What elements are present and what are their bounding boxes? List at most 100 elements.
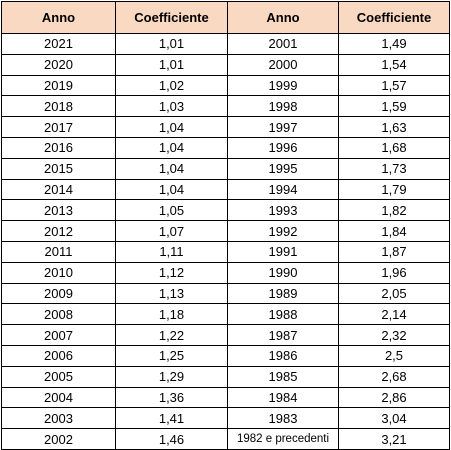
cell-year-left[interactable]: 2021 xyxy=(1,33,116,55)
cell-year-right[interactable]: 1985 xyxy=(227,365,339,388)
table-row: 2019 1,02 1999 1,57 xyxy=(1,74,450,97)
table-header: Anno Coefficiente Anno Coefficiente xyxy=(1,1,450,34)
cell-year-right[interactable]: 1990 xyxy=(227,261,339,284)
cell-coefficient-left[interactable]: 1,02 xyxy=(115,74,228,97)
cell-coefficient-left[interactable]: 1,13 xyxy=(115,282,228,305)
cell-coefficient-right[interactable]: 2,5 xyxy=(338,344,450,367)
table-row: 2012 1,07 1992 1,84 xyxy=(1,220,450,242)
cell-year-left[interactable]: 2009 xyxy=(1,282,116,305)
cell-year-right[interactable]: 1987 xyxy=(227,324,339,346)
cell-coefficient-right[interactable]: 1,84 xyxy=(338,220,450,242)
cell-year-left[interactable]: 2005 xyxy=(1,365,116,388)
cell-coefficient-left[interactable]: 1,04 xyxy=(115,136,228,159)
cell-coefficient-right[interactable]: 3,04 xyxy=(338,407,450,430)
cell-year-right[interactable]: 1982 e precedenti xyxy=(227,428,339,450)
cell-coefficient-right[interactable]: 3,21 xyxy=(338,428,450,450)
cell-coefficient-right[interactable]: 2,32 xyxy=(338,324,450,346)
table-row: 2009 1,13 1989 2,05 xyxy=(1,282,450,305)
cell-coefficient-right[interactable]: 2,86 xyxy=(338,386,450,409)
cell-coefficient-left[interactable]: 1,29 xyxy=(115,365,228,388)
cell-year-left[interactable]: 2015 xyxy=(1,157,116,180)
header-row: Anno Coefficiente Anno Coefficiente xyxy=(1,1,450,34)
cell-year-left[interactable]: 2011 xyxy=(1,240,116,263)
cell-coefficient-right[interactable]: 1,68 xyxy=(338,136,450,159)
cell-coefficient-left[interactable]: 1,18 xyxy=(115,303,228,326)
cell-year-left[interactable]: 2019 xyxy=(1,74,116,97)
cell-coefficient-right[interactable]: 1,63 xyxy=(338,116,450,138)
cell-year-right[interactable]: 1996 xyxy=(227,136,339,159)
cell-coefficient-left[interactable]: 1,05 xyxy=(115,199,228,222)
cell-year-right[interactable]: 1997 xyxy=(227,116,339,138)
table-row: 2004 1,36 1984 2,86 xyxy=(1,386,450,409)
cell-coefficient-left[interactable]: 1,01 xyxy=(115,53,228,76)
cell-year-left[interactable]: 2018 xyxy=(1,95,116,118)
cell-coefficient-left[interactable]: 1,01 xyxy=(115,33,228,55)
cell-coefficient-left[interactable]: 1,12 xyxy=(115,261,228,284)
cell-year-right[interactable]: 2001 xyxy=(227,33,339,55)
table-row: 2011 1,11 1991 1,87 xyxy=(1,240,450,263)
cell-coefficient-right[interactable]: 1,59 xyxy=(338,95,450,118)
cell-year-right[interactable]: 1988 xyxy=(227,303,339,326)
cell-coefficient-left[interactable]: 1,25 xyxy=(115,344,228,367)
cell-year-right[interactable]: 1992 xyxy=(227,220,339,242)
cell-year-left[interactable]: 2003 xyxy=(1,407,116,430)
header-year-left[interactable]: Anno xyxy=(1,1,116,34)
cell-year-right[interactable]: 1998 xyxy=(227,95,339,118)
table-row: 2007 1,22 1987 2,32 xyxy=(1,324,450,346)
cell-year-left[interactable]: 2004 xyxy=(1,386,116,409)
cell-year-right[interactable]: 1991 xyxy=(227,240,339,263)
cell-year-right[interactable]: 1994 xyxy=(227,178,339,201)
cell-coefficient-right[interactable]: 1,57 xyxy=(338,74,450,97)
cell-year-right[interactable]: 1999 xyxy=(227,74,339,97)
cell-coefficient-right[interactable]: 1,82 xyxy=(338,199,450,222)
cell-coefficient-left[interactable]: 1,46 xyxy=(115,428,228,450)
cell-coefficient-left[interactable]: 1,03 xyxy=(115,95,228,118)
cell-coefficient-right[interactable]: 2,05 xyxy=(338,282,450,305)
cell-coefficient-right[interactable]: 1,87 xyxy=(338,240,450,263)
cell-coefficient-right[interactable]: 1,49 xyxy=(338,33,450,55)
cell-coefficient-right[interactable]: 1,54 xyxy=(338,53,450,76)
header-year-right[interactable]: Anno xyxy=(227,1,339,34)
cell-year-left[interactable]: 2020 xyxy=(1,53,116,76)
cell-year-right[interactable]: 1993 xyxy=(227,199,339,222)
table-row: 2015 1,04 1995 1,73 xyxy=(1,157,450,180)
cell-coefficient-left[interactable]: 1,36 xyxy=(115,386,228,409)
cell-coefficient-left[interactable]: 1,11 xyxy=(115,240,228,263)
table-row: 2018 1,03 1998 1,59 xyxy=(1,95,450,118)
cell-coefficient-right[interactable]: 1,96 xyxy=(338,261,450,284)
cell-coefficient-left[interactable]: 1,04 xyxy=(115,178,228,201)
cell-coefficient-left[interactable]: 1,07 xyxy=(115,220,228,242)
cell-year-left[interactable]: 2010 xyxy=(1,261,116,284)
cell-year-right[interactable]: 1995 xyxy=(227,157,339,180)
cell-coefficient-left[interactable]: 1,22 xyxy=(115,324,228,346)
cell-year-left[interactable]: 2007 xyxy=(1,324,116,346)
cell-coefficient-left[interactable]: 1,04 xyxy=(115,157,228,180)
cell-year-left[interactable]: 2008 xyxy=(1,303,116,326)
cell-year-left[interactable]: 2014 xyxy=(1,178,116,201)
cell-year-left[interactable]: 2016 xyxy=(1,136,116,159)
table-row: 2002 1,46 1982 e precedenti 3,21 xyxy=(1,428,450,450)
cell-year-left[interactable]: 2012 xyxy=(1,220,116,242)
cell-coefficient-left[interactable]: 1,04 xyxy=(115,116,228,138)
header-coefficient-right[interactable]: Coefficiente xyxy=(338,1,450,34)
header-coefficient-left[interactable]: Coefficiente xyxy=(115,1,228,34)
cell-year-right[interactable]: 1986 xyxy=(227,344,339,367)
cell-year-right[interactable]: 1984 xyxy=(227,386,339,409)
cell-coefficient-left[interactable]: 1,41 xyxy=(115,407,228,430)
table-row: 2006 1,25 1986 2,5 xyxy=(1,344,450,367)
cell-year-left[interactable]: 2002 xyxy=(1,428,116,450)
cell-coefficient-right[interactable]: 1,79 xyxy=(338,178,450,201)
cell-year-right[interactable]: 1983 xyxy=(227,407,339,430)
cell-year-right[interactable]: 1989 xyxy=(227,282,339,305)
cell-coefficient-right[interactable]: 1,73 xyxy=(338,157,450,180)
cell-year-left[interactable]: 2006 xyxy=(1,344,116,367)
cell-coefficient-right[interactable]: 2,14 xyxy=(338,303,450,326)
cell-year-left[interactable]: 2017 xyxy=(1,116,116,138)
cell-year-left[interactable]: 2013 xyxy=(1,199,116,222)
table-row: 2017 1,04 1997 1,63 xyxy=(1,116,450,138)
cell-year-right[interactable]: 2000 xyxy=(227,53,339,76)
cell-coefficient-right[interactable]: 2,68 xyxy=(338,365,450,388)
table-row: 2016 1,04 1996 1,68 xyxy=(1,136,450,159)
